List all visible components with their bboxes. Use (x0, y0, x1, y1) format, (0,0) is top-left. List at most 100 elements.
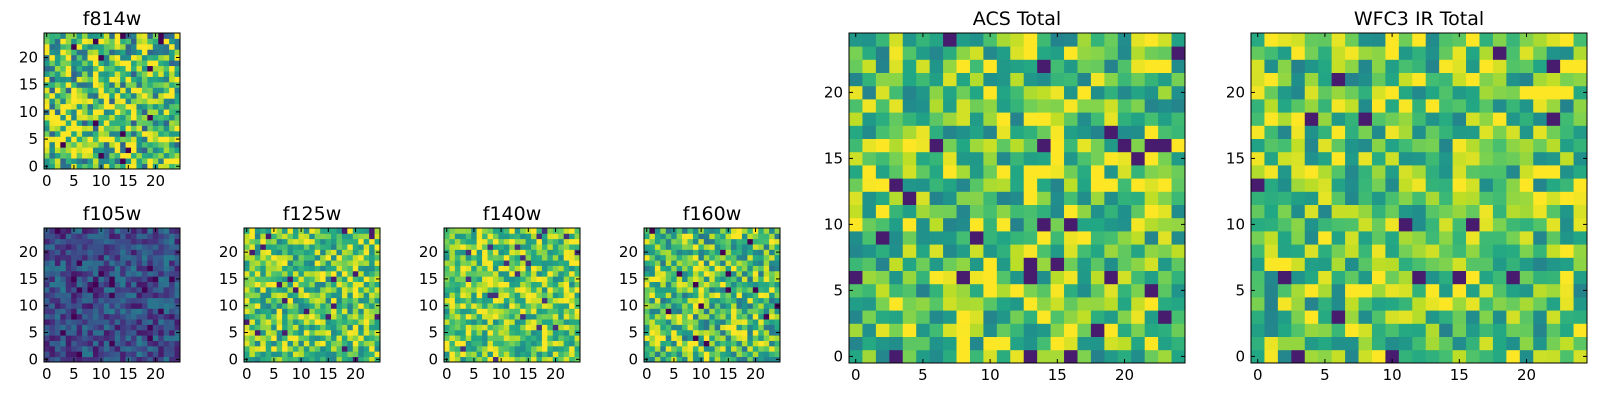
heatmap-cell (774, 286, 781, 293)
heatmap-cell (136, 254, 143, 261)
heatmap-cell (92, 152, 99, 159)
heatmap-cell (320, 329, 326, 336)
heatmap-cell (558, 286, 565, 293)
heatmap-cell (465, 329, 472, 336)
heatmap-cell (1010, 191, 1025, 205)
heatmap-cell (92, 238, 99, 245)
heatmap-cell (276, 270, 283, 277)
y-tick-label: 5 (1235, 281, 1245, 299)
heatmap-cell (260, 308, 267, 315)
heatmap-cell (1452, 323, 1467, 337)
heatmap-cell (292, 297, 299, 304)
heatmap-cell (763, 244, 770, 250)
heatmap-cell (449, 335, 456, 341)
heatmap-cell (692, 351, 699, 358)
heatmap-cell (875, 231, 890, 245)
heatmap-cell (758, 276, 765, 282)
heatmap-cell (1144, 244, 1159, 258)
heatmap-cell (158, 276, 165, 282)
heatmap-cell (103, 308, 110, 315)
heatmap-cell (1277, 204, 1292, 219)
heatmap-cell (109, 329, 116, 336)
y-tick-label: 10 (219, 297, 238, 315)
heatmap-cell (720, 244, 726, 250)
heatmap-cell (125, 276, 132, 282)
heatmap-cell (969, 138, 984, 153)
heatmap-cell (76, 319, 83, 325)
heatmap-cell (969, 297, 984, 311)
heatmap-cell (49, 76, 56, 83)
heatmap-cell (703, 345, 710, 352)
heatmap-cell (969, 231, 984, 245)
heatmap-cell (476, 335, 483, 341)
heatmap-cell (54, 141, 61, 148)
heatmap-cell (1425, 33, 1440, 47)
heatmap-cell (682, 244, 688, 250)
heatmap-cell (1466, 138, 1480, 153)
heatmap-cell (303, 244, 310, 250)
heatmap-cell (1304, 178, 1319, 192)
heatmap-cell (60, 238, 67, 245)
heatmap-cell (309, 303, 316, 309)
heatmap-cell (65, 54, 72, 61)
heatmap-cell (703, 319, 710, 325)
heatmap-cell (444, 319, 450, 325)
heatmap-cell (60, 292, 67, 299)
heatmap-cell (703, 249, 710, 256)
heatmap-cell (276, 292, 283, 299)
heatmap-cell (460, 244, 467, 250)
heatmap-cell (676, 313, 683, 320)
heatmap-cell (1412, 138, 1427, 153)
heatmap-cell (92, 351, 99, 358)
heatmap-cell (1131, 99, 1146, 113)
heatmap-cell (125, 125, 132, 132)
heatmap-cell (569, 233, 575, 240)
heatmap-cell (1077, 99, 1092, 113)
heatmap-cell (158, 163, 165, 170)
heatmap-cell (1398, 178, 1413, 192)
heatmap-cell (174, 297, 181, 304)
heatmap-cell (114, 120, 121, 126)
heatmap-cell (1412, 112, 1427, 126)
heatmap-cell (460, 265, 467, 272)
heatmap-cell (287, 270, 294, 277)
heatmap-cell (314, 228, 321, 234)
heatmap-cell (758, 356, 765, 363)
heatmap-cell (1037, 283, 1051, 298)
heatmap-cell (76, 147, 83, 154)
heatmap-cell (131, 33, 137, 39)
heatmap-cell (92, 49, 99, 56)
heatmap-cell (109, 345, 116, 352)
heatmap-cell (341, 351, 348, 358)
heatmap-cell (244, 297, 250, 304)
heatmap-cell (1277, 217, 1292, 232)
heatmap-cell (287, 303, 294, 309)
heatmap-cell (163, 65, 170, 72)
heatmap-cell (983, 33, 998, 47)
heatmap-cell (147, 351, 154, 358)
heatmap-cell (65, 297, 72, 304)
heatmap-cell (714, 345, 721, 352)
heatmap-cell (644, 297, 650, 304)
heatmap-cell (916, 59, 931, 73)
heatmap-cell (82, 351, 88, 358)
heatmap-cell (92, 340, 99, 347)
heatmap-cell (1573, 59, 1588, 73)
heatmap-cell (541, 265, 548, 272)
heatmap-cell (649, 356, 656, 363)
heatmap-cell (369, 297, 375, 304)
heatmap-cell (1264, 85, 1279, 100)
heatmap-cell (1358, 191, 1373, 205)
heatmap-cell (1077, 178, 1092, 192)
heatmap-cell (862, 165, 877, 179)
heatmap-cell (1023, 72, 1038, 87)
heatmap-cell (736, 340, 743, 347)
heatmap-cell (569, 329, 575, 336)
heatmap-cell (902, 283, 917, 298)
heatmap-cell (541, 303, 548, 309)
heatmap-cell (336, 286, 343, 293)
heatmap-cell (671, 244, 678, 250)
heatmap-cell (943, 125, 957, 139)
heatmap-cell (1077, 85, 1092, 100)
heatmap-cell (671, 286, 678, 293)
